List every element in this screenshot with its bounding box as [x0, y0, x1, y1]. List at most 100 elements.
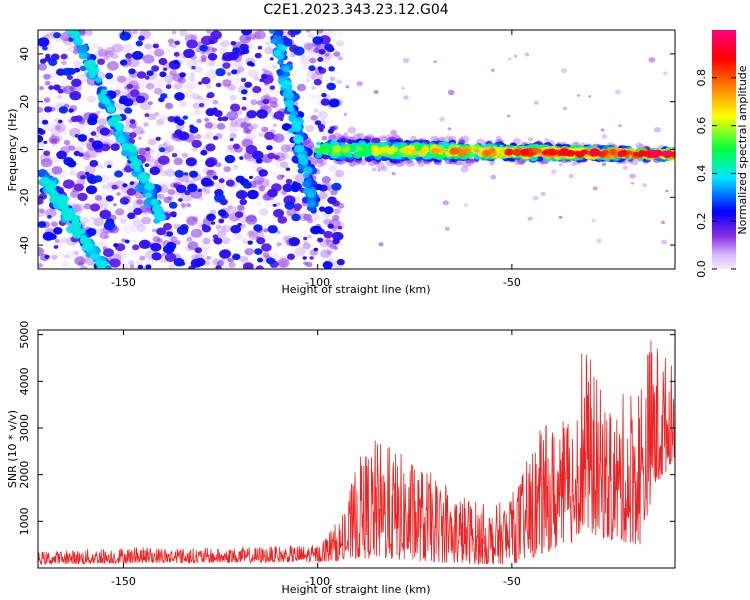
heatmap-cell [378, 242, 384, 247]
heatmap-cell [197, 95, 203, 100]
heatmap-cell [281, 124, 290, 131]
heatmap-cell [133, 207, 143, 215]
heatmap-cell [129, 264, 135, 269]
heatmap-cell [230, 224, 242, 234]
heatmap-cell [201, 76, 211, 85]
heatmap-cell [266, 145, 273, 151]
heatmap-cell [442, 200, 449, 206]
heatmap-cell [129, 181, 135, 186]
heatmap-cell [73, 37, 83, 46]
heatmap-cell [49, 233, 57, 240]
heatmap-cell [208, 39, 215, 45]
heatmap-cell [568, 173, 574, 179]
heatmap-cell [317, 66, 323, 71]
heatmap-cell [131, 50, 144, 60]
heatmap-cell [294, 144, 305, 153]
heatmap-cell [240, 77, 247, 83]
heatmap-cell [130, 89, 140, 98]
heatmap-cell [100, 89, 108, 95]
heatmap-cell [90, 216, 96, 221]
heatmap-cell [438, 147, 445, 154]
heatmap-cell [439, 116, 446, 122]
heatmap-cell [84, 237, 92, 244]
heatmap-cell [55, 125, 62, 130]
heatmap-cell [206, 213, 216, 222]
heatmap-cell [321, 176, 331, 184]
heatmap-cell [122, 43, 134, 53]
heatmap-cell [317, 237, 324, 243]
heatmap-cell [45, 208, 57, 218]
heatmap-cell [54, 238, 60, 243]
heatmap-cell [127, 212, 136, 220]
heatmap-cell [327, 196, 337, 205]
heatmap-cell [203, 134, 212, 140]
heatmap-cell [291, 182, 302, 192]
heatmap-cell [38, 134, 44, 143]
heatmap-cell [137, 147, 147, 155]
heatmap-cell [229, 120, 238, 128]
heatmap-cell [199, 44, 208, 52]
heatmap-cell [96, 110, 101, 114]
heatmap-cell [77, 192, 88, 202]
heatmap-cell [356, 81, 363, 87]
heatmap-cell [185, 157, 197, 167]
heatmap-cell [391, 172, 396, 176]
heatmap-cell [182, 84, 189, 90]
heatmap-cell [85, 243, 92, 249]
heatmap-cell [281, 190, 287, 196]
heatmap-cell [160, 93, 168, 99]
heatmap-cell [99, 209, 112, 220]
heatmap-cell [210, 221, 216, 225]
heatmap-cell [189, 170, 198, 178]
colorbar-ticks: 0.0 0.2 0.4 0.6 0.8 [695, 69, 736, 278]
heatmap-cell [252, 86, 262, 94]
heatmap-cell [89, 253, 98, 259]
heatmap-cell [310, 225, 321, 235]
heatmap-cell [207, 53, 218, 61]
heatmap-cell [38, 221, 47, 228]
heatmap-cell [86, 30, 93, 36]
heatmap-cell [168, 38, 175, 44]
heatmap-cell [208, 60, 216, 67]
heatmap-cell [98, 241, 106, 248]
heatmap-cell [270, 170, 277, 176]
heatmap-cell [44, 254, 50, 259]
heatmap-cell [215, 68, 226, 77]
heatmap-cell [147, 113, 157, 121]
heatmap-cell [300, 55, 311, 64]
heatmap-cell [276, 230, 281, 234]
heatmap-cell [105, 195, 114, 202]
heatmap-cell [512, 149, 522, 156]
colorbar-tick-label: 0.2 [695, 212, 708, 230]
heatmap-cell [129, 155, 138, 162]
heatmap-cell [286, 208, 297, 217]
heatmap-cell [291, 213, 301, 222]
heatmap-cell [253, 75, 260, 81]
heatmap-cell [467, 152, 474, 158]
heatmap-cell [654, 127, 661, 133]
heatmap-cell [61, 60, 67, 66]
heatmap-cell [633, 152, 639, 157]
heatmap-cell [248, 69, 259, 78]
heatmap-cell [591, 219, 596, 223]
heatmap-cell [173, 51, 180, 57]
heatmap-cell [165, 84, 172, 89]
heatmap-cell [269, 30, 276, 34]
heatmap-cell [307, 235, 312, 239]
heatmap-cell [212, 107, 218, 112]
heatmap-cell [215, 162, 222, 168]
snr-x-axis-label: Height of straight line (km) [281, 583, 430, 596]
heatmap-cell [618, 124, 623, 128]
heatmap-cell [135, 95, 146, 104]
heatmap-cell [234, 211, 244, 218]
colorbar: 0.0 0.2 0.4 0.6 0.8 Normalized spectral ampl… [695, 30, 749, 278]
heatmap-cell [39, 209, 45, 214]
heatmap-cell [172, 214, 177, 218]
heatmap-cell [206, 30, 212, 34]
heatmap-cell [386, 148, 392, 153]
heatmap-cell [173, 157, 183, 166]
spectrogram-x-axis-label: Height of straight line (km) [281, 283, 430, 296]
heatmap-cell [76, 45, 88, 55]
heatmap-cell [280, 144, 291, 153]
heatmap-cell [173, 59, 179, 65]
